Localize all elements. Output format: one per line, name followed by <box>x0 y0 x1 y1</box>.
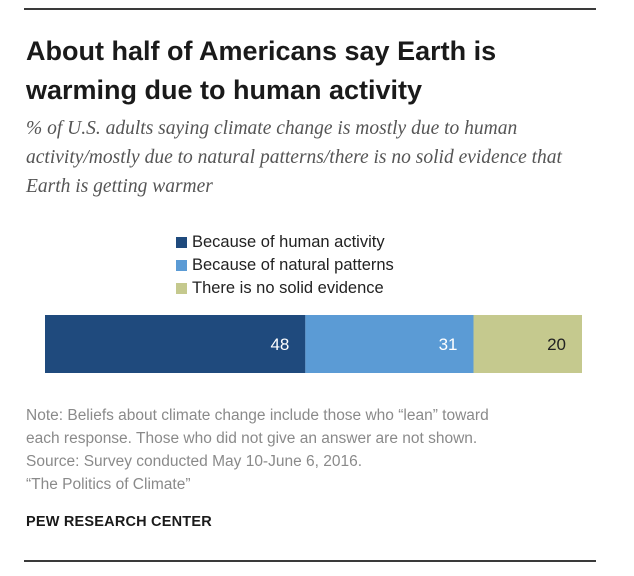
bar-segment-human-activity <box>45 315 306 373</box>
legend-swatch-human-activity <box>176 237 187 248</box>
data-label-natural-patterns: 31 <box>439 335 458 354</box>
legend-swatch-no-evidence <box>176 283 187 294</box>
legend-label-no-evidence: There is no solid evidence <box>192 279 384 297</box>
data-label-human-activity: 48 <box>270 335 289 354</box>
note-line-2: each response. Those who did not give an… <box>26 430 478 447</box>
bar-segment-natural-patterns <box>305 315 474 373</box>
top-rule <box>24 8 596 10</box>
bottom-rule <box>24 560 596 562</box>
legend: Because of human activity Because of nat… <box>176 231 394 300</box>
bar-segment-no-evidence <box>473 315 582 373</box>
source-organization: PEW RESEARCH CENTER <box>26 514 212 530</box>
legend-item-natural-patterns: Because of natural patterns <box>176 254 394 277</box>
legend-swatch-natural-patterns <box>176 260 187 271</box>
note-line-1: Note: Beliefs about climate change inclu… <box>26 407 489 424</box>
legend-label-natural-patterns: Because of natural patterns <box>192 256 394 274</box>
data-label-no-evidence: 20 <box>547 335 566 354</box>
source-line: Source: Survey conducted May 10-June 6, … <box>26 453 363 470</box>
report-title-line: “The Politics of Climate” <box>26 476 191 493</box>
legend-item-human-activity: Because of human activity <box>176 231 394 254</box>
chart-title: About half of Americans say Earth is war… <box>26 36 497 105</box>
stacked-bar-chart: 48 31 20 <box>45 315 582 373</box>
legend-item-no-evidence: There is no solid evidence <box>176 277 394 300</box>
chart-subtitle: % of U.S. adults saying climate change i… <box>26 118 562 197</box>
legend-label-human-activity: Because of human activity <box>192 233 385 251</box>
chart-notes: Note: Beliefs about climate change inclu… <box>26 404 616 496</box>
